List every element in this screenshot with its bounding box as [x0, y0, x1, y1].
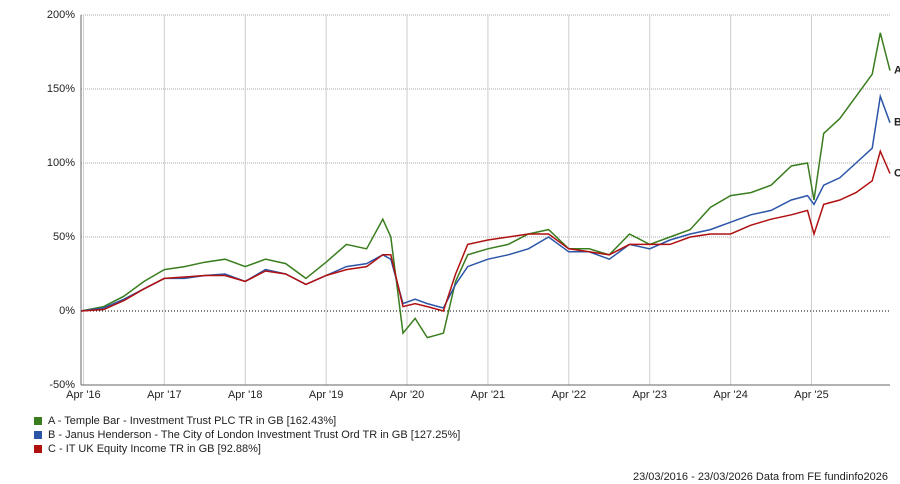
x-tick-label: Apr '22: [552, 389, 587, 401]
legend-label: B - Janus Henderson - The City of London…: [48, 429, 460, 441]
y-tick-label: 100%: [47, 157, 75, 169]
x-tick-label: Apr '18: [228, 389, 263, 401]
y-tick-label: 50%: [53, 231, 75, 243]
x-tick-label: Apr '25: [794, 389, 829, 401]
footer: 23/03/2016 - 23/03/2026 Data from FE fun…: [633, 471, 888, 483]
series-line: [80, 32, 891, 339]
x-tick-label: Apr '20: [390, 389, 425, 401]
y-tick-label: -50%: [49, 379, 75, 391]
series-line: [80, 148, 891, 312]
end-label: A: [894, 65, 900, 77]
legend-label: C - IT UK Equity Income TR in GB [92.88%…: [48, 443, 261, 455]
y-tick-label: 0%: [59, 305, 75, 317]
x-tick-label: Apr '21: [471, 389, 506, 401]
legend-swatch: [34, 431, 42, 439]
legend-swatch: [34, 445, 42, 453]
legend-label: A - Temple Bar - Investment Trust PLC TR…: [48, 415, 336, 427]
end-label: C: [894, 167, 900, 179]
x-tick-label: Apr '17: [147, 389, 182, 401]
x-tick-label: Apr '24: [713, 389, 748, 401]
y-tick-label: 150%: [47, 83, 75, 95]
x-tick-label: Apr '19: [309, 389, 344, 401]
series-line: [80, 93, 891, 312]
x-tick-label: Apr '16: [66, 389, 101, 401]
y-tick-label: 200%: [47, 9, 75, 21]
x-tick-label: Apr '23: [632, 389, 667, 401]
legend-swatch: [34, 417, 42, 425]
end-label: B: [894, 117, 900, 129]
